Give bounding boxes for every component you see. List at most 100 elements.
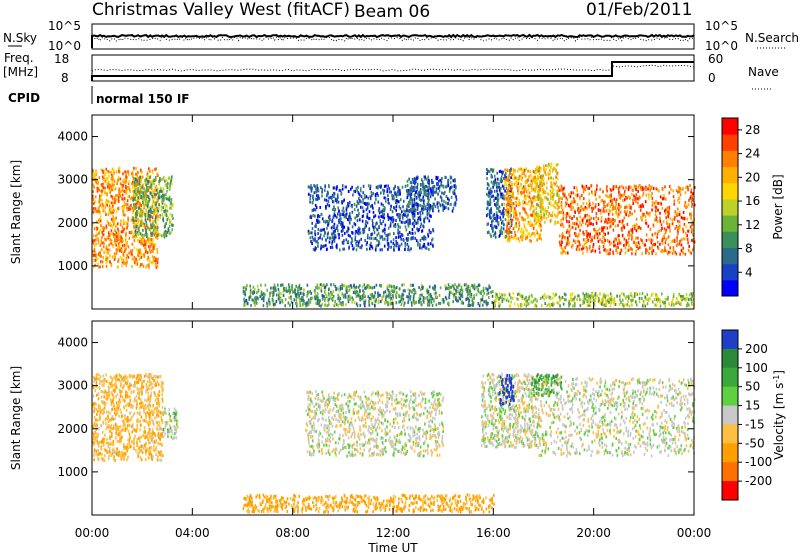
scatter-cell: [93, 234, 95, 238]
scatter-cell: [345, 303, 347, 307]
scatter-cell: [383, 206, 386, 209]
scatter-cell: [675, 244, 678, 248]
scatter-cell: [381, 235, 383, 239]
scatter-cell: [577, 244, 580, 248]
scatter-cell: [284, 304, 286, 308]
scatter-cell: [579, 197, 581, 201]
scatter-cell: [157, 208, 159, 212]
scatter-cell: [525, 197, 527, 201]
scatter-cell: [338, 299, 341, 303]
scatter-cell: [626, 303, 629, 307]
scatter-cell: [329, 195, 332, 199]
scatter-cell: [433, 203, 436, 207]
scatter-cell: [497, 207, 499, 211]
scatter-cell: [156, 265, 159, 268]
scatter-cell: [443, 192, 445, 196]
scatter-cell: [635, 200, 637, 204]
scatter-cell: [536, 182, 538, 185]
scatter-cell: [452, 285, 455, 289]
scatter-cell: [626, 196, 628, 200]
scatter-cell: [619, 251, 621, 255]
scatter-cell: [432, 205, 434, 208]
scatter-cell: [362, 197, 364, 201]
scatter-cell: [408, 208, 411, 212]
scatter-cell: [407, 222, 409, 226]
scatter-cell: [133, 197, 135, 201]
scatter-cell: [535, 212, 537, 216]
scatter-cell: [151, 233, 154, 237]
scatter-cell: [364, 304, 366, 308]
scatter-cell: [152, 195, 155, 199]
scatter-cell: [577, 239, 579, 243]
scatter-cell: [151, 211, 153, 214]
scatter-cell: [533, 219, 536, 223]
scatter-cell: [363, 283, 366, 287]
scatter-cell: [431, 238, 433, 242]
scatter-cell: [150, 183, 153, 187]
scatter-cell: [613, 240, 615, 244]
scatter-cell: [526, 194, 529, 198]
scatter-cell: [300, 298, 303, 301]
scatter-cell: [592, 245, 594, 249]
scatter-cell: [325, 219, 327, 223]
scatter-cell: [415, 180, 417, 184]
scatter-cell: [515, 200, 517, 204]
scatter-cell: [528, 191, 531, 195]
scatter-cell: [620, 227, 623, 231]
scatter-cell: [535, 165, 538, 169]
scatter-cell: [542, 188, 544, 192]
scatter-cell: [423, 185, 425, 189]
scatter-cell: [665, 228, 668, 232]
scatter-cell: [631, 248, 633, 252]
scatter-cell: [358, 239, 361, 243]
scatter-cell: [143, 241, 146, 245]
scatter-cell: [508, 181, 510, 185]
scatter-cell: [141, 170, 143, 174]
scatter-cell: [395, 295, 398, 299]
scatter-cell: [351, 300, 353, 304]
scatter-cell: [409, 202, 411, 205]
scatter-cell: [92, 207, 95, 211]
scatter-cell: [448, 189, 451, 193]
scatter-cell: [562, 225, 565, 229]
scatter-cell: [477, 284, 480, 288]
scatter-cell: [136, 251, 139, 255]
scatter-cell: [661, 239, 663, 243]
scatter-cell: [361, 294, 364, 298]
scatter-cell: [115, 170, 118, 174]
scatter-cell: [290, 300, 293, 304]
scatter-cell: [555, 215, 557, 219]
scatter-cell: [668, 205, 671, 209]
scatter-cell: [98, 205, 100, 209]
scatter-cell: [148, 188, 150, 192]
scatter-cell: [360, 189, 362, 193]
scatter-cell: [518, 227, 520, 231]
scatter-cell: [411, 231, 414, 235]
scatter-cell: [357, 229, 360, 233]
scatter-cell: [490, 175, 493, 179]
scatter-cell: [106, 259, 109, 263]
scatter-cell: [661, 188, 664, 192]
scatter-cell: [543, 213, 546, 217]
scatter-cell: [356, 219, 359, 223]
scatter-cell: [641, 186, 644, 190]
scatter-cell: [598, 227, 601, 231]
scatter-cell: [288, 291, 291, 295]
scatter-cell: [602, 207, 605, 211]
scatter-cell: [99, 215, 102, 219]
scatter-cell: [356, 240, 358, 243]
scatter-cell: [512, 236, 514, 240]
scatter-cell: [350, 187, 352, 191]
scatter-cell: [138, 257, 141, 261]
scatter-cell: [92, 194, 94, 198]
scatter-cell: [112, 186, 114, 190]
scatter-cell: [293, 298, 296, 302]
scatter-cell: [529, 198, 532, 202]
scatter-cell: [171, 228, 173, 232]
scatter-cell: [97, 221, 100, 224]
scatter-cell: [387, 244, 390, 248]
scatter-cell: [450, 176, 453, 180]
scatter-cell: [580, 194, 583, 198]
scatter-cell: [143, 211, 145, 215]
scatter-cell: [510, 200, 513, 204]
